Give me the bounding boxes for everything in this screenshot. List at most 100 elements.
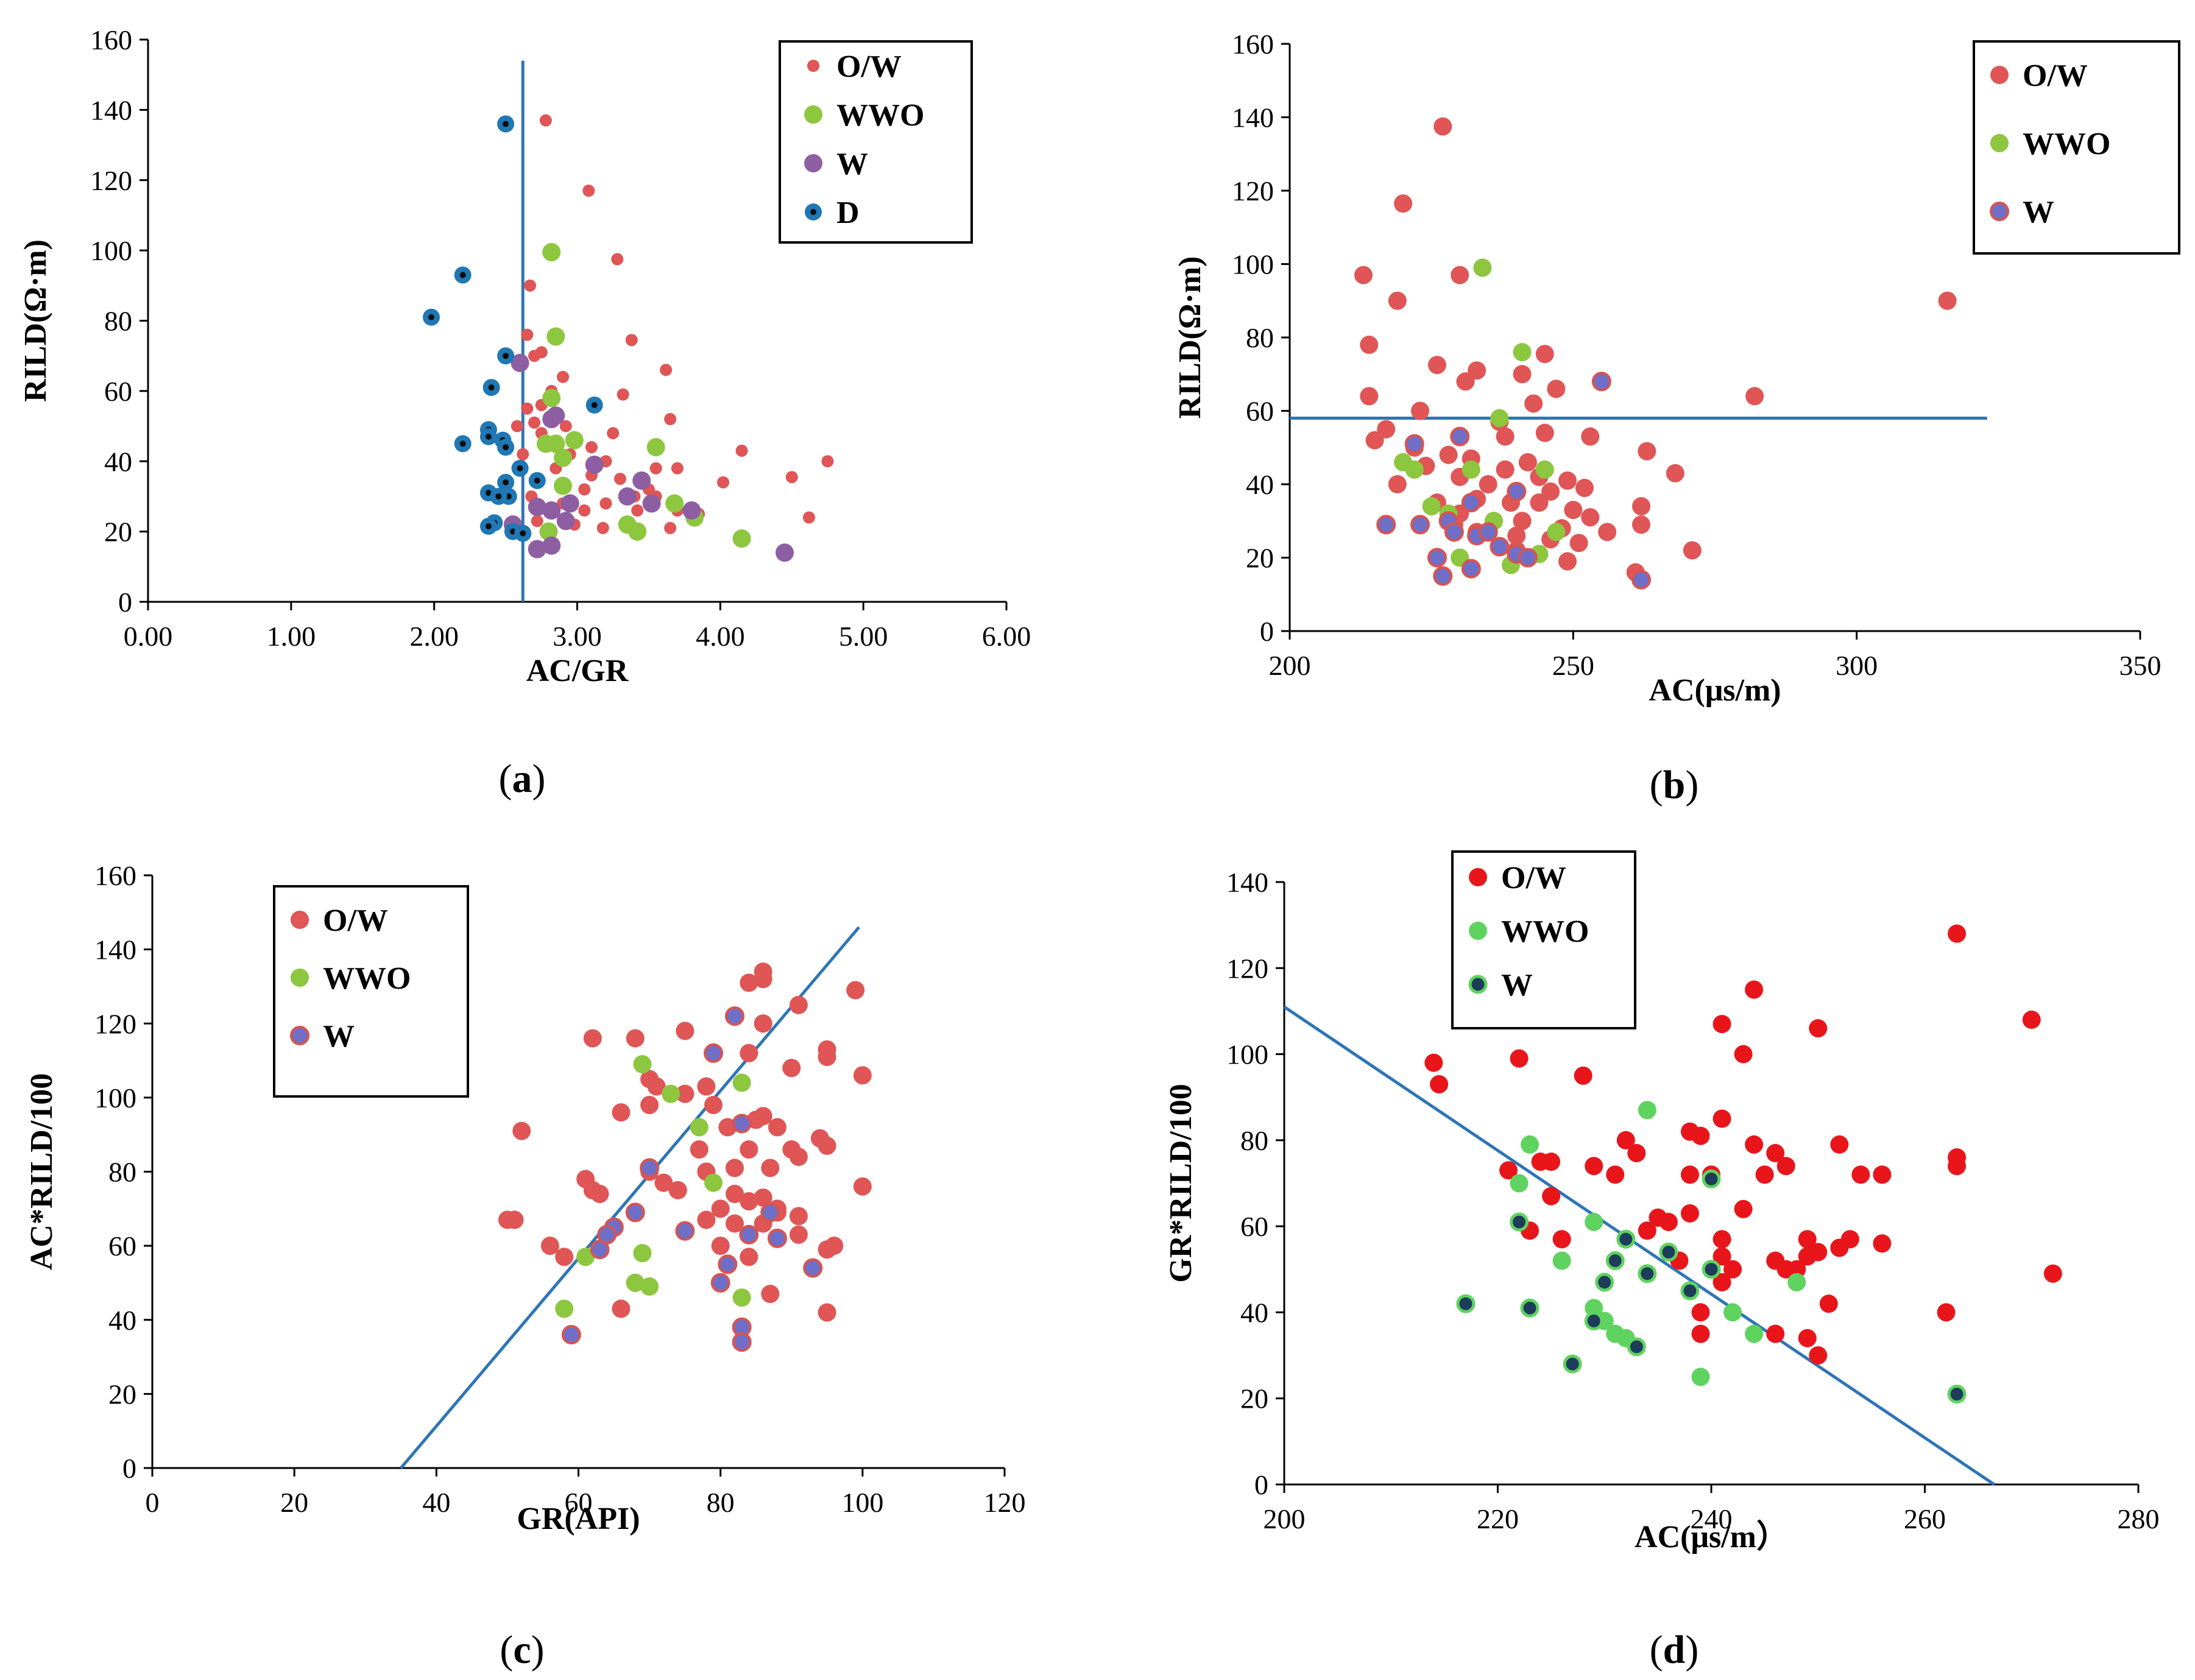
data-point <box>1691 1368 1710 1386</box>
data-point <box>1819 1294 1838 1313</box>
data-point <box>675 1221 695 1241</box>
data-point-center <box>503 353 509 359</box>
y-tick-label: 0 <box>118 587 132 618</box>
data-point <box>607 427 620 440</box>
data-point <box>754 970 772 989</box>
data-point <box>1851 1165 1870 1184</box>
data-point <box>1734 1199 1753 1218</box>
data-point <box>626 1273 645 1292</box>
x-axis-label: AC(μs/m) <box>1649 673 1781 708</box>
legend-label: O/W <box>836 49 902 84</box>
data-point <box>1473 258 1492 277</box>
data-point <box>1787 1260 1806 1279</box>
x-tick-label: 120 <box>984 1487 1026 1518</box>
data-point <box>1948 1148 1967 1167</box>
data-point <box>554 476 573 495</box>
data-point <box>1513 512 1532 531</box>
legend-label: W <box>836 147 868 182</box>
data-point <box>1713 1272 1731 1291</box>
data-point <box>511 353 529 372</box>
x-tick-label: 60 <box>565 1487 593 1518</box>
data-point <box>1591 372 1611 392</box>
series-w <box>503 353 794 562</box>
data-point <box>818 1303 836 1322</box>
data-point <box>767 1228 787 1248</box>
legend-marker <box>804 105 822 124</box>
data-point <box>1713 1230 1731 1249</box>
data-point <box>561 1325 581 1345</box>
x-tick-label: 6.00 <box>982 621 1031 652</box>
data-point <box>704 1096 723 1115</box>
data-point <box>660 364 673 376</box>
data-point <box>1547 379 1566 398</box>
data-point <box>633 1055 652 1074</box>
data-point <box>578 504 591 517</box>
data-point <box>1723 1260 1742 1279</box>
y-axis-label: AC*RILD/100 <box>24 1073 59 1271</box>
data-point-center <box>485 523 492 529</box>
legend: O/W WWO W <box>273 885 469 1098</box>
legend-marker <box>1468 975 1488 994</box>
data-point <box>1574 1066 1592 1085</box>
legend-label: W <box>323 1019 355 1054</box>
data-point <box>803 1258 823 1278</box>
data-point <box>1365 431 1384 450</box>
data-point <box>1490 537 1510 557</box>
data-point <box>676 1022 695 1040</box>
legend: O/W WWO W <box>1451 850 1636 1029</box>
y-tick-label: 0 <box>1260 616 1274 647</box>
x-tick-label: 20 <box>280 1487 308 1518</box>
x-axis-label: AC/GR <box>526 654 629 688</box>
data-point <box>1659 1213 1678 1232</box>
x-tick-label: 80 <box>707 1487 735 1518</box>
data-point <box>1691 1303 1710 1322</box>
data-point <box>1388 475 1407 493</box>
data-point-center <box>534 477 540 484</box>
data-point <box>1564 501 1583 520</box>
data-point <box>789 1207 808 1226</box>
data-point <box>640 1277 659 1296</box>
data-point <box>1510 1212 1529 1232</box>
x-axis-label: AC(μs/m） <box>1635 1519 1788 1555</box>
x-tick-label: 240 <box>1691 1503 1733 1534</box>
chart-b: 0 20 40 60 80 100 120 140 160 200 250 300 350 AC(μs/m… <box>1173 29 2180 807</box>
legend-marker <box>1469 868 1487 886</box>
legend: O/W WWO W <box>1973 40 2180 255</box>
data-point <box>1702 1260 1721 1279</box>
data-point <box>697 1210 716 1229</box>
data-point <box>512 1121 531 1140</box>
data-point <box>732 1288 751 1307</box>
data-point <box>1510 1049 1529 1068</box>
y-tick-label: 100 <box>1232 249 1274 280</box>
data-point <box>1631 570 1652 590</box>
data-point <box>1461 559 1481 579</box>
data-point <box>632 471 651 490</box>
y-tick-label: 80 <box>104 306 132 337</box>
data-point <box>590 1184 609 1203</box>
data-point <box>542 389 561 408</box>
series-d <box>422 115 603 542</box>
data-point-center <box>488 384 495 391</box>
data-point-center <box>485 433 492 440</box>
data-point <box>1542 1187 1561 1205</box>
data-point <box>633 1244 652 1263</box>
data-point <box>665 494 684 513</box>
x-tick-label: 350 <box>2119 650 2161 681</box>
y-tick-label: 40 <box>1246 469 1274 500</box>
data-point <box>732 1073 751 1092</box>
data-point <box>557 370 570 383</box>
data-point <box>853 1177 872 1196</box>
data-point <box>1581 427 1600 446</box>
data-point <box>1439 445 1458 464</box>
legend-marker-center <box>810 209 816 215</box>
data-point <box>690 1140 709 1159</box>
data-point <box>676 1084 695 1103</box>
y-axis-label: GR*RILD/100 <box>1164 1084 1198 1282</box>
y-axis-label: RILD(Ω·m) <box>1173 256 1207 419</box>
y-tick-label: 60 <box>1246 396 1274 427</box>
data-point <box>717 476 730 489</box>
x-tick-label: 100 <box>841 1487 883 1518</box>
data-point <box>1468 361 1486 380</box>
data-point <box>664 413 677 426</box>
